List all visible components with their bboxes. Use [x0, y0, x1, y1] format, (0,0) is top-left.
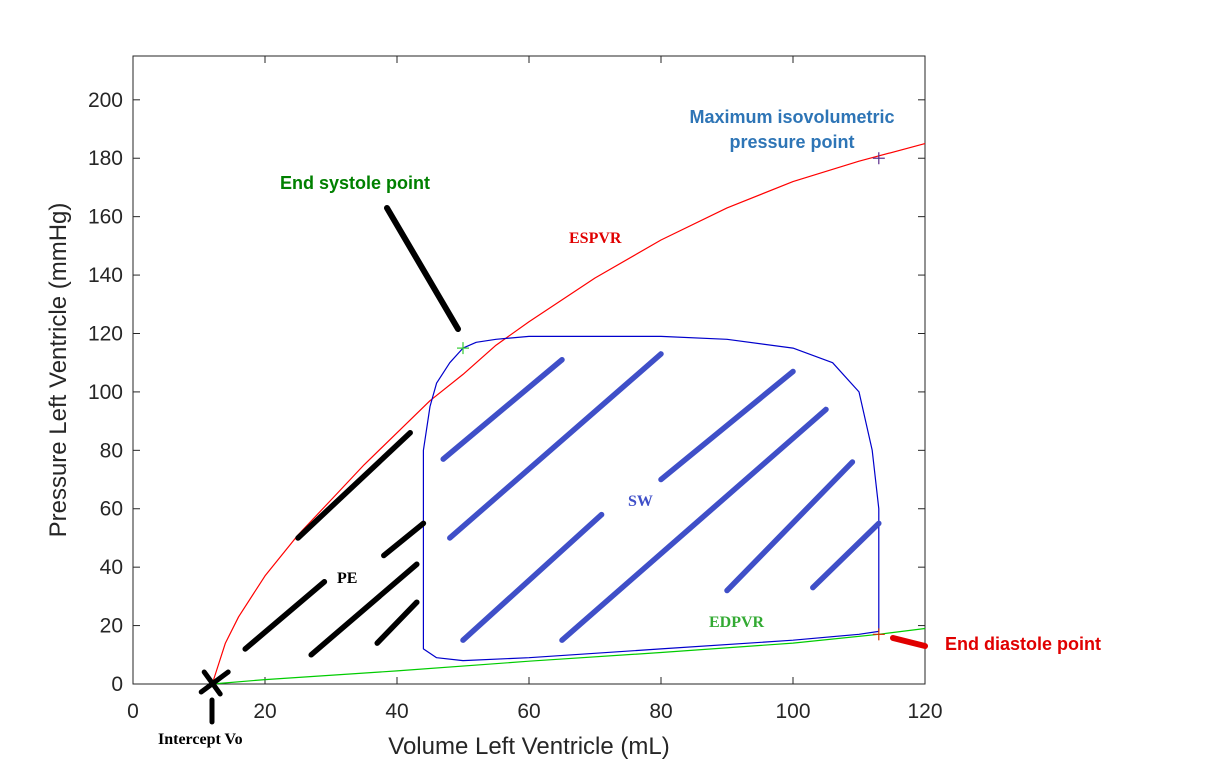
- x-tick-label: 0: [127, 700, 139, 723]
- marker-layer: [198, 152, 885, 697]
- sw-hatch-stroke: [447, 351, 664, 541]
- hatch-layer: [242, 351, 882, 658]
- pe-hatch-stroke: [374, 599, 420, 646]
- end-systole-label: End systole point: [280, 173, 430, 193]
- x-tick-label: 60: [517, 700, 540, 723]
- axis-ticks: 0 20 40 60 80 100 120 0 20 40 60 80 100 120 140 160 180 2…: [88, 56, 943, 723]
- max-isovolumetric-label-1: Maximum isovolumetric: [689, 107, 894, 127]
- espvr-curve: [211, 143, 926, 685]
- y-tick-label: 20: [100, 615, 123, 638]
- pe-hatch-stroke: [242, 579, 328, 652]
- x-axis-label: Volume Left Ventricle (mL): [388, 733, 669, 760]
- end-diastole-label: End diastole point: [945, 634, 1101, 654]
- y-tick-label: 60: [100, 498, 123, 521]
- y-tick-label: 40: [100, 556, 123, 579]
- end-diastole-pointer: [890, 635, 928, 649]
- y-tick-label: 140: [88, 264, 123, 287]
- x-tick-label: 80: [649, 700, 672, 723]
- x-tick-label: 40: [385, 700, 408, 723]
- pe-hatch-stroke: [308, 561, 420, 658]
- sw-hatch-stroke: [724, 459, 856, 594]
- y-tick-label: 160: [88, 206, 123, 229]
- y-tick-label: 100: [88, 381, 123, 404]
- y-tick-label: 120: [88, 322, 123, 345]
- x-tick-label: 20: [253, 700, 276, 723]
- y-tick-label: 0: [111, 673, 123, 696]
- edpvr-label: EDPVR: [709, 614, 765, 631]
- edpvr-curve: [212, 627, 926, 685]
- x-tick-label: 100: [775, 700, 810, 723]
- y-tick-label: 180: [88, 147, 123, 170]
- end-systole-pointer: [384, 205, 461, 332]
- espvr-label: ESPVR: [569, 230, 622, 247]
- sw-hatch-stroke: [440, 357, 565, 462]
- sw-hatch-stroke: [658, 368, 796, 483]
- y-tick-label: 200: [88, 89, 123, 112]
- sw-hatch-stroke: [460, 511, 605, 643]
- pe-hatch-stroke: [381, 520, 427, 559]
- pe-hatch-stroke: [295, 430, 413, 541]
- intercept-label: Intercept Vo: [158, 731, 243, 748]
- x-tick-label: 120: [907, 700, 942, 723]
- sw-hatch-stroke: [559, 406, 829, 643]
- sw-label: SW: [628, 493, 653, 510]
- y-axis-label: Pressure Left Ventricle (mmHg): [45, 203, 72, 538]
- pe-label: PE: [337, 570, 357, 587]
- max-isovolumetric-label-2: pressure point: [729, 132, 854, 152]
- sw-hatch-stroke: [810, 520, 882, 591]
- intercept-marker: [198, 669, 231, 695]
- y-tick-label: 80: [100, 439, 123, 462]
